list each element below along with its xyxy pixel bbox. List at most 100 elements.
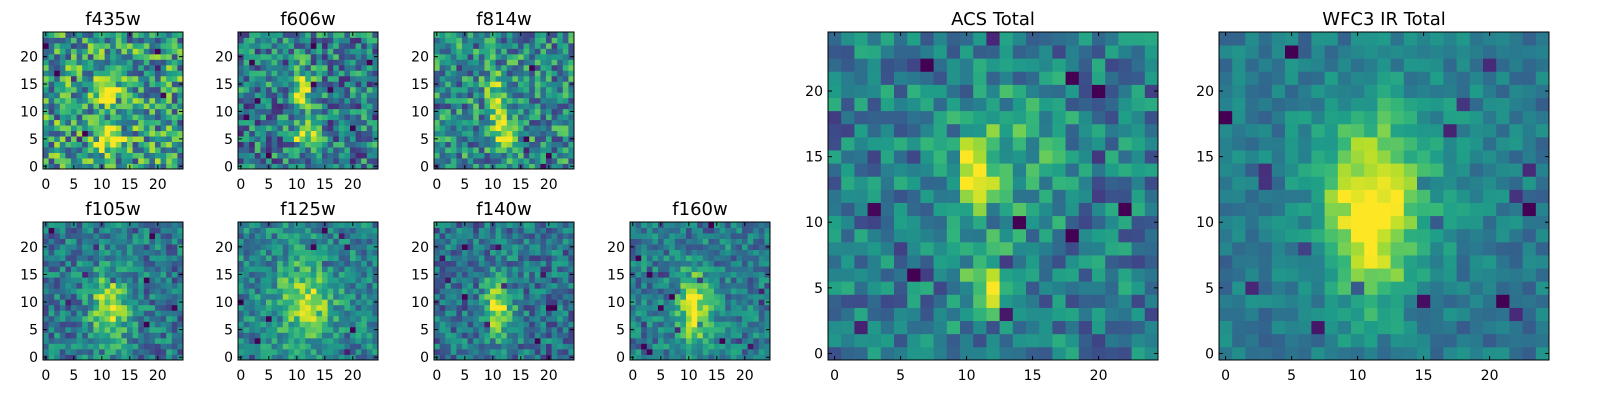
heatmap-cell	[166, 163, 173, 170]
heatmap-cell	[529, 321, 536, 328]
heatmap-cell	[557, 136, 564, 142]
heatmap-cell	[546, 114, 552, 121]
heatmap-cell	[646, 222, 653, 228]
heatmap-cell	[462, 260, 468, 267]
heatmap-cell	[271, 81, 278, 88]
heatmap-cell	[171, 59, 178, 66]
heatmap-cell	[344, 114, 351, 121]
heatmap-cell	[730, 348, 737, 355]
heatmap-cell	[518, 310, 524, 317]
heatmap-cell	[48, 92, 55, 99]
heatmap-cell	[271, 130, 278, 137]
heatmap-cell	[115, 103, 122, 110]
heatmap-cell	[238, 114, 244, 121]
heatmap-cell	[350, 337, 356, 344]
heatmap-cell	[434, 277, 440, 284]
heatmap-cell	[277, 147, 284, 153]
heatmap-cell	[674, 227, 681, 234]
heatmap-cell	[177, 293, 184, 300]
heatmap-cell	[299, 163, 306, 170]
heatmap-cell	[59, 152, 66, 159]
heatmap-cell	[65, 348, 72, 355]
heatmap-cell	[238, 125, 244, 132]
heatmap-cell	[59, 271, 66, 278]
heatmap-cell	[562, 125, 569, 132]
heatmap-cell	[243, 293, 250, 300]
heatmap-cell	[523, 321, 530, 328]
heatmap-cell	[127, 337, 133, 344]
x-tick-label: 20	[344, 368, 362, 384]
heatmap-cell	[366, 70, 373, 77]
heatmap-cell	[338, 238, 345, 245]
heatmap-cell	[282, 53, 289, 60]
heatmap-cell	[143, 42, 150, 49]
heatmap-cell	[99, 337, 105, 344]
heatmap-cell	[160, 304, 167, 311]
heatmap-cell	[110, 53, 117, 60]
heatmap-cell	[110, 348, 117, 355]
heatmap-cell	[305, 310, 312, 317]
heatmap-cell	[986, 189, 1000, 203]
heatmap-cell	[93, 255, 100, 262]
heatmap-cell	[149, 293, 156, 300]
heatmap-cell	[288, 75, 295, 82]
heatmap-cell	[48, 348, 55, 355]
heatmap-cell	[305, 238, 312, 245]
heatmap-cell	[327, 81, 334, 88]
heatmap-cell	[282, 32, 289, 38]
heatmap-cell	[439, 299, 446, 306]
heatmap-cell	[439, 304, 446, 311]
heatmap-cell	[277, 233, 284, 239]
heatmap-cell	[316, 271, 323, 278]
heatmap-cell	[467, 75, 474, 82]
heatmap-cell	[138, 354, 145, 361]
heatmap-cell	[568, 233, 575, 239]
heatmap-cell	[1012, 228, 1027, 243]
plot-frame	[237, 221, 379, 361]
heatmap-cell	[658, 315, 664, 322]
heatmap-cell	[82, 337, 89, 344]
x-tick-label: 10	[93, 177, 111, 193]
heatmap-cell	[562, 332, 569, 339]
heatmap-cell	[973, 333, 987, 348]
heatmap-cell	[920, 163, 934, 177]
heatmap-cell	[177, 266, 184, 273]
heatmap-cell	[697, 255, 704, 262]
heatmap-cell	[166, 114, 173, 121]
heatmap-cell	[138, 249, 145, 256]
heatmap-cell	[478, 293, 485, 300]
heatmap-cell	[338, 81, 345, 88]
heatmap-cell	[714, 337, 720, 344]
heatmap-cell	[999, 346, 1014, 361]
heatmap-cell	[99, 92, 105, 99]
heatmap-cell	[719, 282, 726, 289]
y-tick-label: 10	[20, 295, 38, 311]
heatmap-cell	[316, 48, 323, 55]
heatmap-cell	[171, 222, 178, 228]
heatmap-cell	[121, 114, 128, 121]
heatmap-cell	[355, 141, 362, 148]
heatmap-cell	[462, 271, 468, 278]
heatmap-cell	[725, 233, 732, 239]
heatmap-cell	[121, 310, 128, 317]
heatmap-cell	[540, 141, 547, 148]
heatmap-cell	[523, 238, 530, 245]
heatmap-cell	[1092, 346, 1106, 361]
heatmap-cell	[249, 86, 256, 93]
heatmap-cell	[310, 75, 317, 82]
heatmap-cell	[132, 332, 139, 339]
heatmap-cell	[282, 92, 289, 99]
heatmap-cell	[635, 321, 642, 328]
heatmap-cell	[490, 97, 496, 104]
heatmap-cell	[714, 249, 720, 256]
heatmap-cell	[166, 147, 173, 153]
heatmap-cell	[484, 97, 491, 104]
heatmap-cell	[986, 333, 1000, 348]
heatmap-cell	[529, 70, 536, 77]
heatmap-cell	[93, 277, 100, 284]
heatmap-cell	[71, 304, 77, 311]
heatmap-cell	[355, 288, 362, 295]
heatmap-cell	[271, 348, 278, 355]
heatmap-cell	[523, 354, 530, 361]
heatmap-cell	[155, 141, 161, 148]
